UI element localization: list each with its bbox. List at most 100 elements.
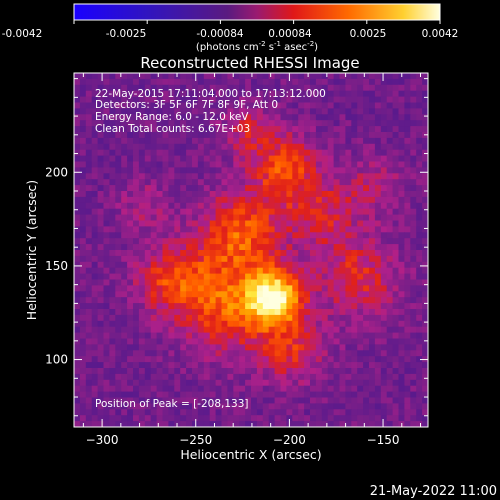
heatmap-cell (180, 303, 187, 310)
heatmap-cell (203, 320, 211, 328)
heatmap-cell (321, 208, 329, 216)
heatmap-cell (315, 191, 323, 198)
heatmap-cell (416, 385, 423, 393)
heatmap-cell (422, 126, 428, 133)
heatmap-cell (304, 191, 311, 198)
heatmap-cell (197, 120, 205, 127)
heatmap-cell (280, 415, 287, 422)
heatmap-cell (245, 273, 252, 281)
heatmap-cell (422, 173, 428, 180)
heatmap-cell (239, 73, 246, 80)
heatmap-cell (398, 279, 405, 286)
heatmap-cell (251, 326, 258, 334)
heatmap-cell (274, 273, 282, 281)
heatmap-cell (339, 226, 346, 233)
heatmap-cell (197, 244, 205, 251)
heatmap-cell (292, 185, 299, 192)
heatmap-cell (239, 90, 246, 98)
heatmap-cell (268, 244, 276, 251)
heatmap-cell (85, 285, 93, 292)
heatmap-cell (91, 137, 99, 145)
heatmap-cell (203, 96, 211, 104)
heatmap-cell (79, 202, 87, 210)
heatmap-cell (103, 90, 110, 98)
heatmap-cell (180, 391, 187, 399)
heatmap-cell (174, 137, 181, 145)
heatmap-cell (197, 191, 205, 198)
heatmap-cell (410, 202, 417, 210)
heatmap-cell (150, 421, 158, 427)
heatmap-cell (103, 403, 110, 410)
heatmap-cell (369, 108, 376, 115)
heatmap-cell (168, 96, 175, 104)
heatmap-cell (192, 226, 199, 233)
heatmap-cell (410, 173, 417, 180)
heatmap-cell (339, 362, 346, 369)
heatmap-cell (304, 368, 311, 375)
heatmap-cell (245, 179, 252, 186)
heatmap-cell (363, 96, 370, 104)
heatmap-cell (262, 314, 270, 322)
heatmap-cell (74, 403, 81, 410)
heatmap-cell (298, 415, 305, 422)
heatmap-cell (251, 314, 258, 322)
heatmap-cell (339, 403, 346, 410)
heatmap-cell (386, 279, 394, 286)
heatmap-cell (310, 214, 317, 222)
heatmap-cell (422, 297, 428, 304)
heatmap-cell (369, 344, 376, 351)
heatmap-cell (186, 78, 193, 86)
heatmap-cell (345, 244, 352, 251)
heatmap-cell (239, 373, 246, 381)
heatmap-cell (156, 403, 164, 410)
heatmap-cell (398, 297, 405, 304)
heatmap-cell (97, 326, 105, 334)
heatmap-cell (91, 291, 99, 298)
heatmap-cell (310, 291, 317, 298)
heatmap-cell (127, 179, 134, 186)
heatmap-cell (380, 191, 388, 198)
heatmap-cell (304, 297, 311, 304)
heatmap-cell (304, 137, 311, 145)
heatmap-cell (327, 120, 335, 127)
heatmap-cell (215, 167, 223, 174)
heatmap-cell (156, 397, 164, 404)
heatmap-cell (327, 255, 335, 263)
heatmap-cell (262, 185, 270, 192)
heatmap-cell (351, 226, 358, 233)
heatmap-cell (410, 332, 417, 340)
heatmap-cell (227, 291, 234, 298)
heatmap-cell (292, 303, 299, 310)
heatmap-cell (144, 344, 152, 351)
heatmap-cell (310, 379, 317, 387)
heatmap-cell (363, 379, 370, 387)
heatmap-cell (227, 214, 234, 222)
heatmap-cell (215, 137, 223, 145)
heatmap-cell (286, 132, 293, 139)
peak-position-label: Position of Peak = [-208,133] (95, 398, 249, 410)
heatmap-cell (227, 285, 234, 292)
heatmap-cell (286, 291, 293, 298)
heatmap-cell (121, 173, 128, 180)
heatmap-cell (121, 90, 128, 98)
heatmap-cell (174, 143, 181, 151)
heatmap-cell (298, 185, 305, 192)
heatmap-cell (127, 320, 134, 328)
heatmap-cell (180, 250, 187, 257)
heatmap-cell (215, 143, 223, 151)
heatmap-cell (386, 303, 394, 310)
heatmap-cell (74, 261, 81, 269)
heatmap-cell (91, 285, 99, 292)
heatmap-cell (398, 255, 405, 263)
heatmap-cell (103, 132, 110, 139)
heatmap-cell (392, 226, 400, 233)
heatmap-cell (315, 78, 323, 86)
heatmap-cell (262, 403, 270, 410)
heatmap-cell (221, 78, 228, 86)
heatmap-cell (121, 385, 128, 393)
heatmap-cell (115, 344, 122, 351)
heatmap-cell (380, 220, 388, 227)
heatmap-cell (239, 409, 246, 416)
heatmap-cell (351, 279, 358, 286)
heatmap-cell (239, 379, 246, 387)
